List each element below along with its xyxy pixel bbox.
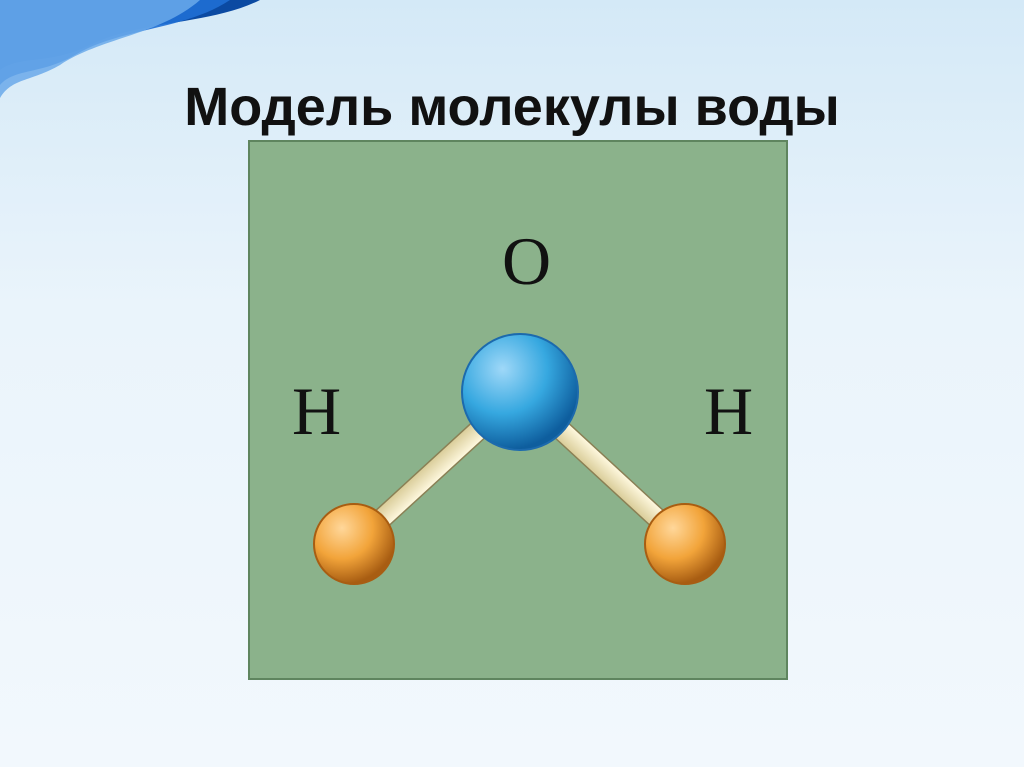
- hydrogen-atom-right: [645, 504, 725, 584]
- water-molecule-icon: [2, 2, 1024, 767]
- slide: Модель молекулы воды: [0, 0, 1024, 767]
- molecule-diagram: O H H: [248, 140, 788, 680]
- hydrogen-atom-left: [314, 504, 394, 584]
- oxygen-atom: [462, 334, 578, 450]
- oxygen-label: O: [502, 222, 551, 301]
- hydrogen-label-left: H: [292, 372, 341, 451]
- hydrogen-label-right: H: [704, 372, 753, 451]
